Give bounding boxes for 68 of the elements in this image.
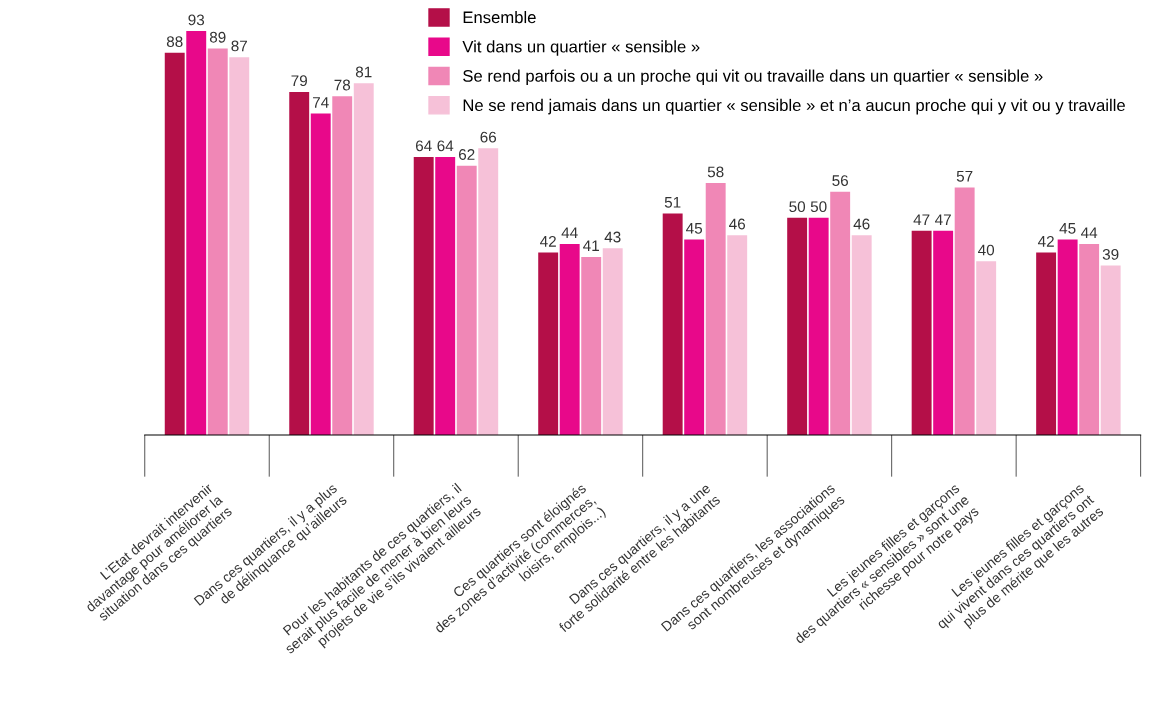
bar <box>164 52 185 435</box>
bar <box>207 48 228 435</box>
bar <box>911 230 932 435</box>
data-label: 39 <box>1102 248 1119 260</box>
bar <box>851 235 872 435</box>
bar <box>186 31 207 435</box>
data-label: 41 <box>583 240 599 251</box>
data-label: 64 <box>415 140 432 152</box>
data-label: 45 <box>1059 223 1076 234</box>
data-label: 46 <box>853 218 870 230</box>
data-label: 88 <box>166 36 183 47</box>
data-label: 45 <box>686 223 703 234</box>
bar <box>538 252 559 435</box>
bar <box>705 183 726 435</box>
data-label: 57 <box>956 170 973 182</box>
bar <box>289 91 310 435</box>
bar <box>478 148 499 435</box>
data-label: 78 <box>334 79 351 91</box>
bar <box>684 239 705 435</box>
data-label: 47 <box>913 214 930 225</box>
bar <box>332 96 353 435</box>
data-label: 43 <box>604 231 621 243</box>
data-label: 89 <box>209 31 226 43</box>
data-label: 79 <box>291 75 307 87</box>
bar <box>353 83 374 435</box>
bar <box>1100 265 1121 435</box>
data-label: 44 <box>1081 227 1098 238</box>
bar <box>1036 252 1057 435</box>
bar <box>559 243 580 435</box>
data-label: 64 <box>437 140 454 152</box>
legend-label: Se rend parfois ou a un proche qui vit ou travaille dans un quartier « sensible » <box>463 69 1043 86</box>
bar <box>229 57 250 435</box>
data-label: 46 <box>729 218 746 230</box>
data-label: 50 <box>789 201 806 213</box>
bar <box>1079 243 1100 435</box>
bar <box>954 187 975 435</box>
bar <box>435 157 456 435</box>
bar <box>787 217 808 435</box>
bar <box>727 235 748 435</box>
data-label: 66 <box>480 131 497 143</box>
bar <box>581 256 602 435</box>
legend-label: Vit dans un quartier « sensible » <box>462 40 700 56</box>
data-label: 40 <box>978 244 995 256</box>
data-label: 42 <box>1037 235 1054 247</box>
data-label: 44 <box>561 227 578 238</box>
bar <box>310 113 331 435</box>
legend-label: Ne se rend jamais dans un quartier « sensible » et n’a aucun proche qui y vit ou y travaille <box>463 98 1125 115</box>
bar <box>933 230 954 435</box>
bar <box>662 213 683 435</box>
data-label: 81 <box>355 66 372 78</box>
bar <box>456 165 477 435</box>
data-label: 50 <box>810 201 827 213</box>
data-label: 56 <box>832 175 848 186</box>
bar <box>808 217 829 435</box>
bar <box>602 248 623 435</box>
data-label: 74 <box>313 97 329 108</box>
legend-label: Ensemble <box>463 11 536 24</box>
data-label: 47 <box>935 214 951 225</box>
data-label: 62 <box>459 149 475 160</box>
bar <box>1057 239 1078 435</box>
data-label: 51 <box>664 197 681 208</box>
bar <box>976 261 997 435</box>
data-label: 87 <box>231 40 247 52</box>
bar <box>830 191 851 435</box>
bar <box>413 157 434 435</box>
data-label: 42 <box>540 235 556 247</box>
data-label: 93 <box>188 14 205 26</box>
data-label: 58 <box>707 166 724 178</box>
